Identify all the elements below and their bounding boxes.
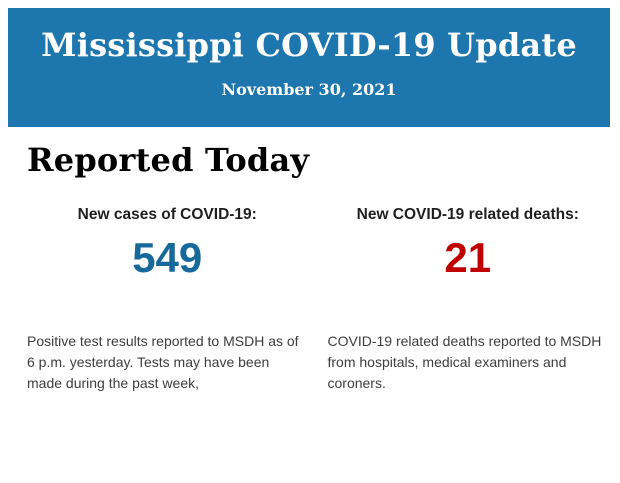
new-cases-label: New cases of COVID-19: xyxy=(77,206,257,223)
stats-grid: New cases of COVID-19: 549 Positive test… xyxy=(27,206,608,394)
new-deaths-label: New COVID-19 related deaths: xyxy=(356,206,579,223)
new-cases-value: 549 xyxy=(132,234,203,281)
new-deaths-value: 21 xyxy=(444,234,492,281)
section-title-reported-today: Reported Today xyxy=(27,141,310,179)
page-title: Mississippi COVID-19 Update xyxy=(41,26,577,64)
new-cases-description: Positive test results reported to MSDH a… xyxy=(27,333,299,391)
stat-new-cases: New cases of COVID-19: 549 Positive test… xyxy=(27,206,308,394)
header-band: Mississippi COVID-19 Update November 30,… xyxy=(8,8,610,127)
new-deaths-description: COVID-19 related deaths reported to MSDH… xyxy=(327,333,602,391)
report-date: November 30, 2021 xyxy=(221,80,397,99)
stat-new-deaths: New COVID-19 related deaths: 21 COVID-19… xyxy=(328,206,609,394)
